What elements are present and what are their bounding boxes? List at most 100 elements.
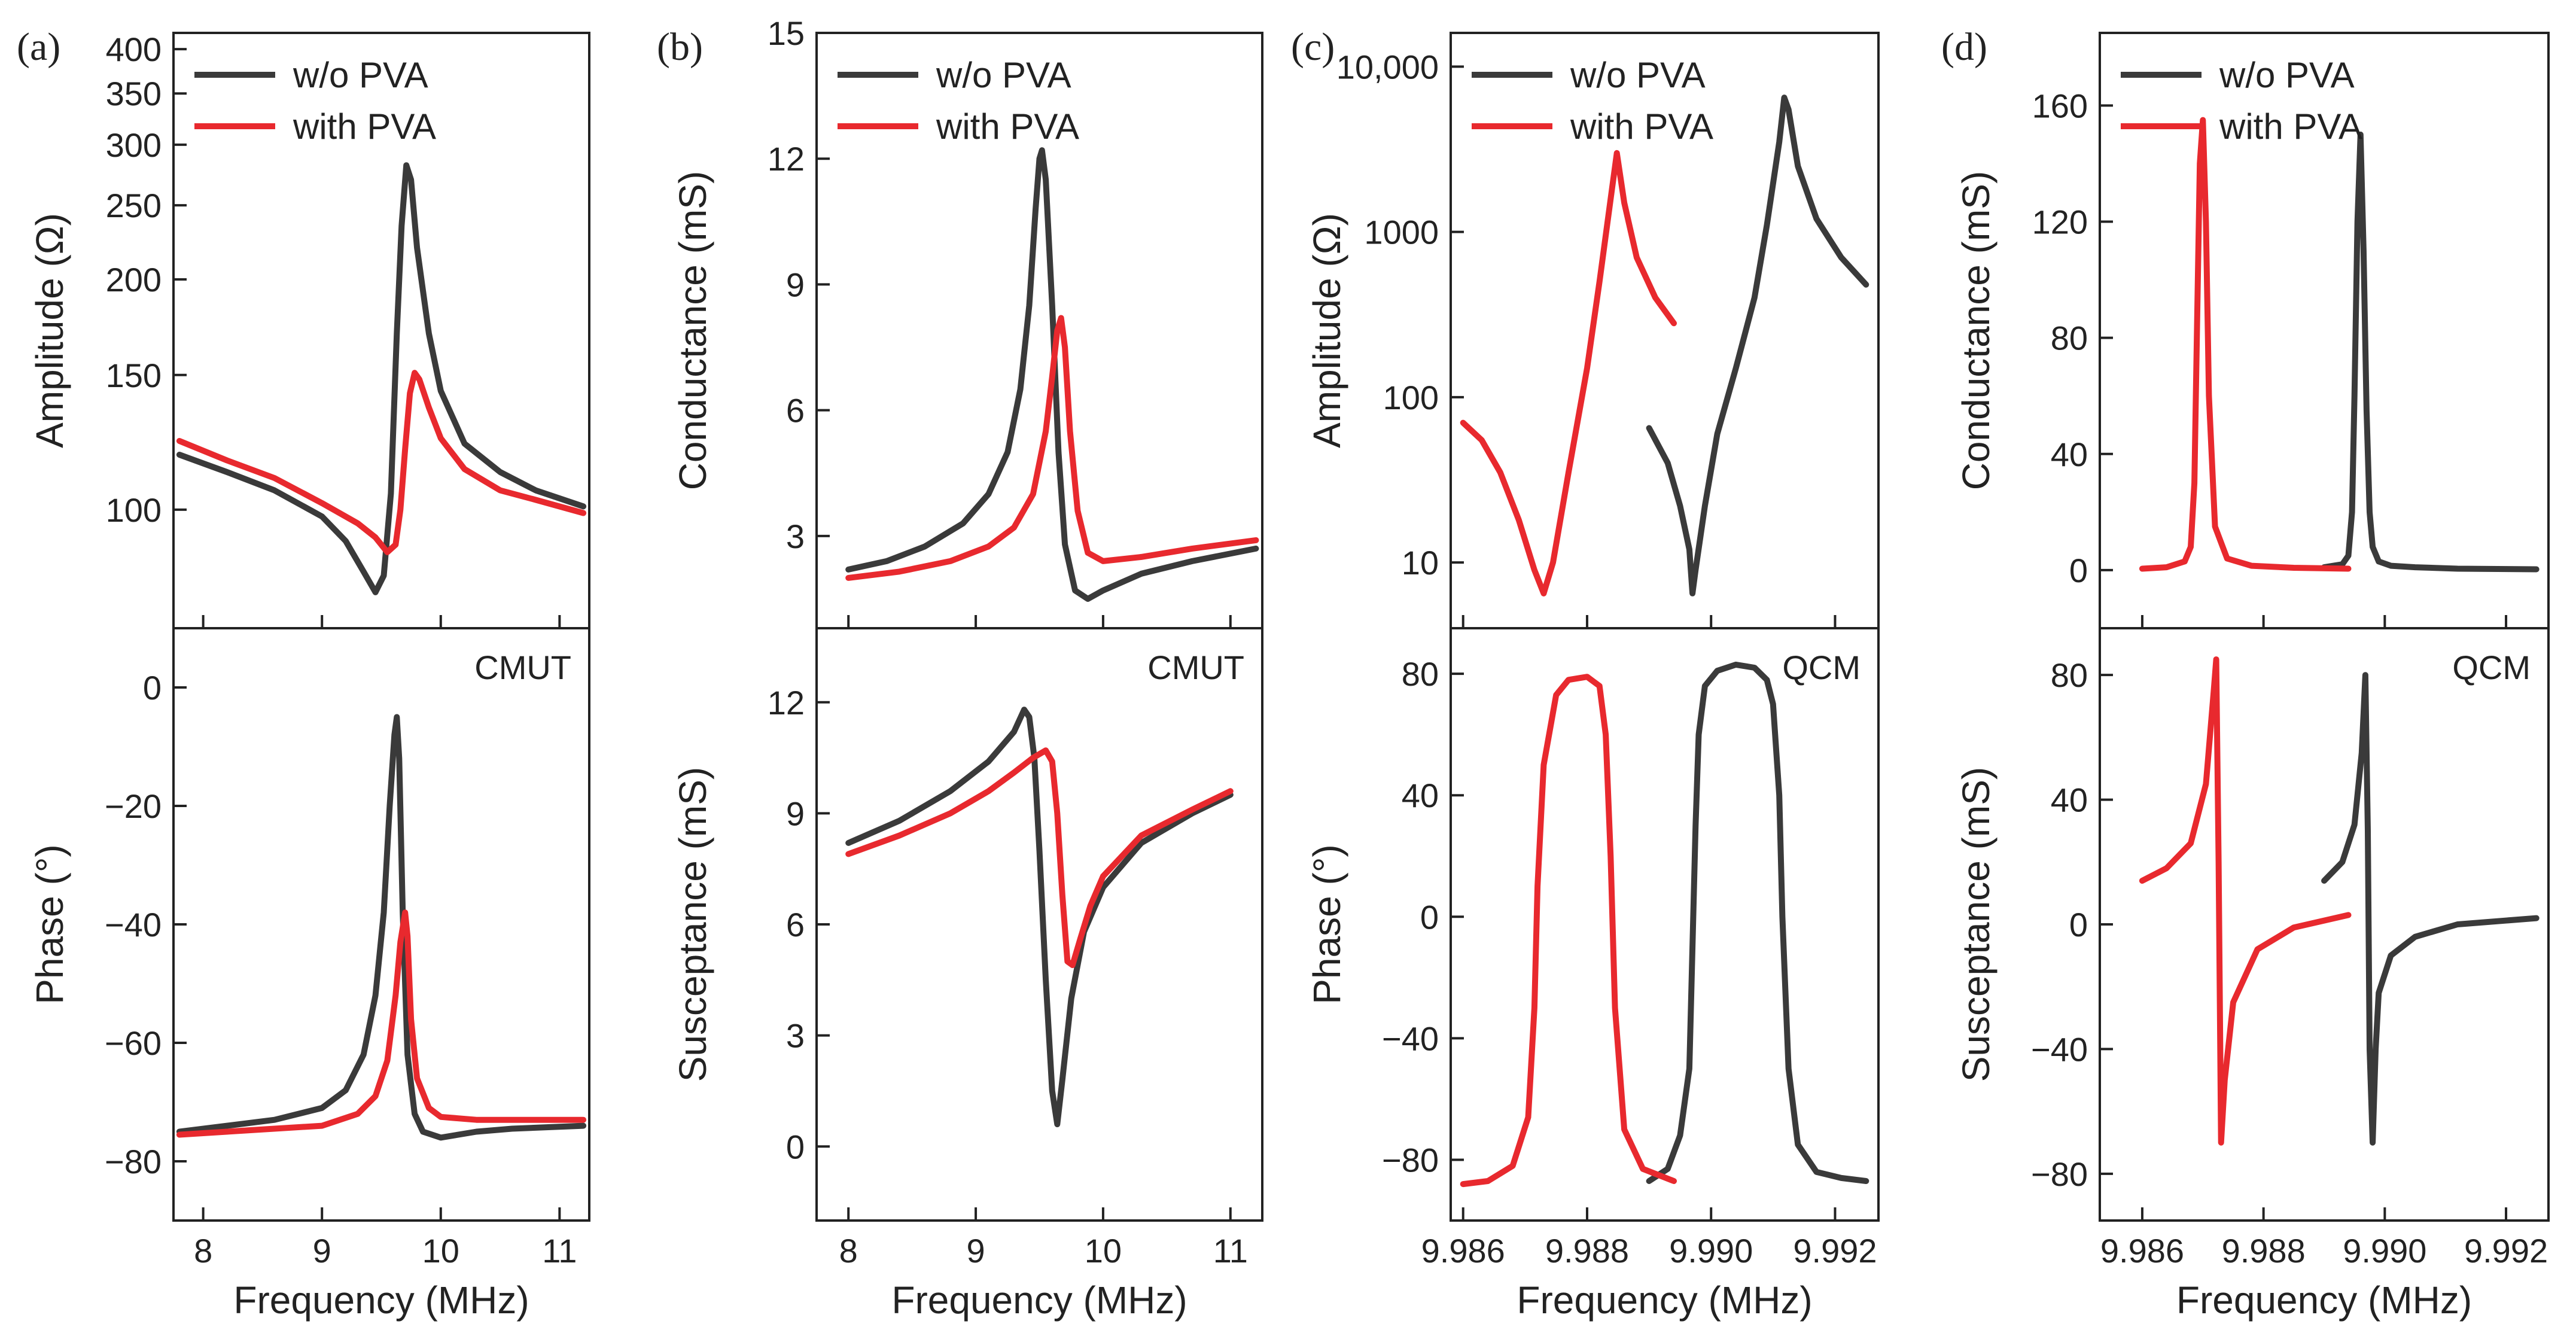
panel-0-top-ytick-label: 250 xyxy=(106,187,162,224)
panel-1-top-ytick-label: 12 xyxy=(768,140,805,178)
panel-1-bottom-xtick-label: 8 xyxy=(839,1232,858,1270)
panel-0-bottom-xtick-label: 8 xyxy=(194,1232,212,1270)
panel-0-top-ytick-label: 400 xyxy=(106,31,162,68)
panel-0-top-ytick-label: 100 xyxy=(106,491,162,529)
panel-2-device-label: QCM xyxy=(1782,649,1861,686)
panel-2-xlabel: Frequency (MHz) xyxy=(1517,1279,1812,1322)
panel-2-top-ytick-label: 10 xyxy=(1402,544,1439,582)
panel-3-bottom-ytick-label: 0 xyxy=(2069,906,2088,944)
panel-2-top-series-without-pva-line xyxy=(1646,95,1869,597)
panel-1-label: (b) xyxy=(657,25,703,69)
legend-without-pva-label: w/o PVA xyxy=(2219,55,2355,95)
panel-1-bottom-ylabel: Susceptance (mS) xyxy=(671,767,714,1082)
panel-0-top-ytick-label: 150 xyxy=(106,357,162,394)
panel-2-top-ytick-label: 1000 xyxy=(1364,214,1439,251)
panel-2-label: (c) xyxy=(1291,25,1335,69)
panel-0-bottom-ytick-label: −60 xyxy=(105,1024,162,1062)
panel-0-bottom-ytick-label: −80 xyxy=(105,1143,162,1180)
legend-with-pva-label: with PVA xyxy=(293,106,436,147)
panel-0-top-series-with-pva-line xyxy=(176,370,587,555)
panel-3-bottom-xtick-label: 9.992 xyxy=(2464,1232,2548,1270)
panel-1-top-ytick-label: 9 xyxy=(786,266,805,303)
panel-0-bottom-ylabel: Phase (°) xyxy=(28,844,71,1004)
panel-2-bottom-series-with-pva-line xyxy=(1460,674,1677,1188)
panel-1-top-series-with-pva-line xyxy=(845,315,1259,581)
panel-2-bottom-xtick-label: 9.992 xyxy=(1793,1232,1877,1270)
panel-1-device-label: CMUT xyxy=(1147,649,1244,686)
panel-1-bottom-xtick-label: 11 xyxy=(1213,1232,1248,1270)
panel-3-top-series-without-pva-line xyxy=(2321,131,2540,573)
panel-2-top-ytick-label: 100 xyxy=(1383,379,1439,416)
panel-1-bottom-xtick-label: 10 xyxy=(1085,1232,1122,1270)
panel-2-top-ytick-label: 10,000 xyxy=(1336,48,1439,86)
panel-3-label: (d) xyxy=(1941,25,1987,69)
panel-0-xlabel: Frequency (MHz) xyxy=(233,1279,529,1322)
panel-3-top-ytick-label: 0 xyxy=(2069,552,2088,589)
panel-3-bottom-ytick-label: 40 xyxy=(2051,781,2088,819)
panel-0-bottom-frame xyxy=(172,627,590,1222)
panel-1-bottom-ytick-label: 9 xyxy=(786,795,805,832)
panel-1-bottom-series-without-pva-line xyxy=(845,707,1234,1128)
panel-0-top-ylabel: Amplitude (Ω) xyxy=(28,213,71,448)
panel-0-bottom-xtick-label: 10 xyxy=(422,1232,459,1270)
panel-1-top-ytick-label: 15 xyxy=(768,14,805,52)
panel-2-bottom-series-without-pva-line xyxy=(1646,661,1869,1184)
panel-1-bottom-ytick-label: 12 xyxy=(768,684,805,722)
panel-2-bottom-xtick-label: 9.990 xyxy=(1669,1232,1753,1270)
panel-0-top-ytick-label: 300 xyxy=(106,126,162,164)
panel-3-top-ytick-label: 160 xyxy=(2032,87,2088,124)
panel-3-bottom-ytick-label: −40 xyxy=(2031,1030,2088,1068)
panel-1-bottom-xtick-label: 9 xyxy=(966,1232,985,1270)
legend-without-pva-label: w/o PVA xyxy=(293,55,428,95)
panel-2-top-ylabel: Amplitude (Ω) xyxy=(1305,213,1348,448)
panel-3-bottom-series-without-pva-line xyxy=(2321,672,2540,1146)
panel-0-top-ytick-label: 350 xyxy=(106,75,162,112)
panel-1-bottom-series-with-pva-line xyxy=(845,747,1234,969)
panel-3-bottom-ylabel: Susceptance (mS) xyxy=(1954,767,1998,1082)
panel-3-top-ytick-label: 120 xyxy=(2032,203,2088,241)
panel-3-bottom-ytick-label: −80 xyxy=(2031,1155,2088,1193)
panel-0-bottom-xtick-label: 9 xyxy=(313,1232,331,1270)
panel-1-bottom-frame xyxy=(815,627,1263,1222)
panel-0-bottom-ytick-label: 0 xyxy=(143,669,162,707)
panel-2-bottom-ytick-label: 80 xyxy=(1402,655,1439,693)
legend-with-pva-label: with PVA xyxy=(2219,106,2362,147)
panel-2-bottom-xtick-label: 9.988 xyxy=(1545,1232,1629,1270)
panel-3-top-ytick-label: 80 xyxy=(2051,319,2088,357)
panel-2-bottom-xtick-label: 9.986 xyxy=(1421,1232,1505,1270)
panel-3-top-ylabel: Conductance (mS) xyxy=(1954,171,1998,491)
panel-3-bottom-ytick-label: 80 xyxy=(2051,656,2088,694)
panel-1-top-series-without-pva-line xyxy=(845,147,1259,602)
panel-3-bottom-xtick-label: 9.990 xyxy=(2343,1232,2426,1270)
panel-2-bottom-frame xyxy=(1450,627,1880,1222)
panel-3-top-series-with-pva-line xyxy=(2139,117,2352,572)
panel-1-top-ytick-label: 3 xyxy=(786,518,805,555)
panel-0-bottom-xtick-label: 11 xyxy=(542,1232,577,1270)
legend-without-pva-label: w/o PVA xyxy=(1570,55,1706,95)
panel-0-top-series-without-pva-line xyxy=(176,162,587,595)
panel-1-top-ytick-label: 6 xyxy=(786,392,805,430)
panel-2-bottom-ylabel: Phase (°) xyxy=(1305,844,1348,1004)
panel-3-device-label: QCM xyxy=(2452,649,2531,686)
panel-0-device-label: CMUT xyxy=(474,649,571,686)
panel-1-bottom-ytick-label: 3 xyxy=(786,1017,805,1055)
panel-2-bottom-ytick-label: −40 xyxy=(1382,1020,1439,1057)
panel-0-bottom-series-without-pva-line xyxy=(176,714,587,1141)
panel-3-bottom-xtick-label: 9.986 xyxy=(2100,1232,2184,1270)
panel-3-bottom-frame xyxy=(2099,627,2550,1222)
panel-2-top-series-with-pva-line xyxy=(1460,150,1677,597)
legend-with-pva-label: with PVA xyxy=(1570,106,1713,147)
panel-0-top-ytick-label: 200 xyxy=(106,261,162,299)
panel-1-top-ylabel: Conductance (mS) xyxy=(671,171,714,491)
panel-3-bottom-series-with-pva-line xyxy=(2139,656,2352,1146)
panel-2-bottom-ytick-label: 0 xyxy=(1420,898,1439,936)
panel-1-xlabel: Frequency (MHz) xyxy=(891,1279,1187,1322)
legend-without-pva-label: w/o PVA xyxy=(936,55,1071,95)
panel-0-bottom-ytick-label: −20 xyxy=(105,787,162,825)
panel-2-bottom-ytick-label: 40 xyxy=(1402,777,1439,814)
panel-3-top-ytick-label: 40 xyxy=(2051,436,2088,473)
panel-0-label: (a) xyxy=(17,25,60,69)
panel-0-bottom-ytick-label: −40 xyxy=(105,906,162,944)
panel-2-bottom-ytick-label: −80 xyxy=(1382,1141,1439,1179)
